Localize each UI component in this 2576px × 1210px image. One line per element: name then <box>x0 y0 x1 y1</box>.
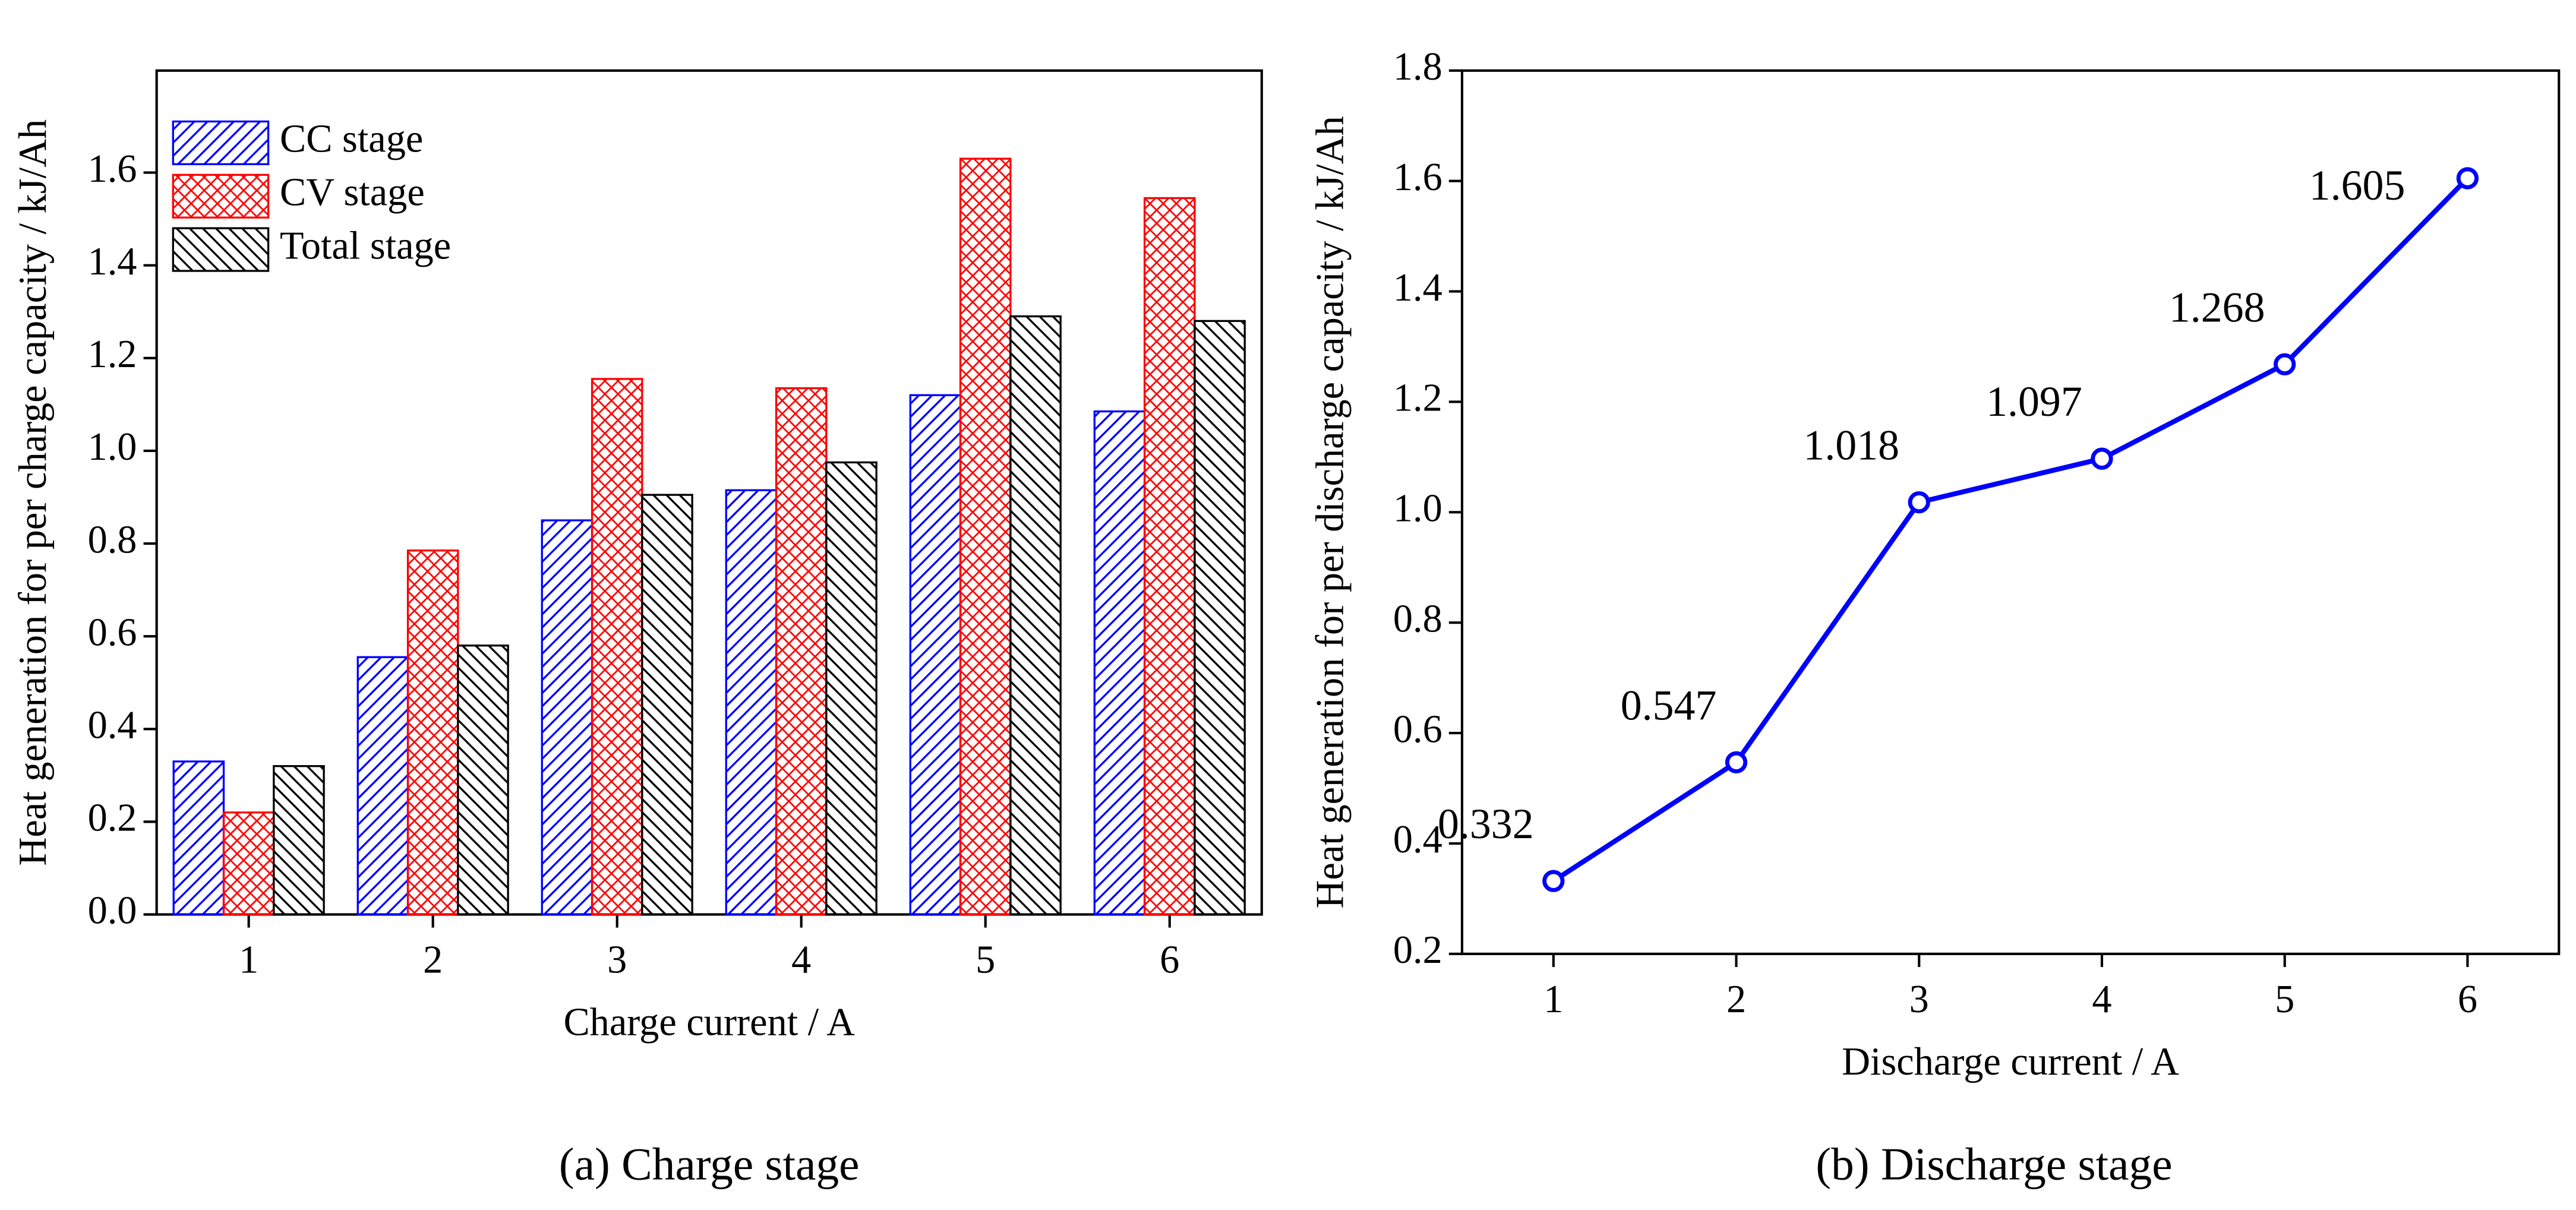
marker <box>1908 491 1930 514</box>
y-tick-label: 0.2 <box>1393 928 1442 972</box>
y-tick-label: 0.4 <box>1393 818 1442 861</box>
y-tick-label: 0.4 <box>88 703 137 747</box>
legend-label: CC stage <box>280 118 423 161</box>
x-tick-label: 5 <box>2275 978 2294 1021</box>
marker <box>1725 751 1748 773</box>
y-tick-label: 0.6 <box>88 611 137 654</box>
bar <box>172 760 225 916</box>
x-tick-label: 6 <box>2458 978 2477 1021</box>
x-tick-label: 4 <box>791 939 811 982</box>
marker <box>2456 167 2479 189</box>
y-tick-label: 0.2 <box>88 797 137 840</box>
data-label: 1.268 <box>2169 283 2265 331</box>
data-label: 1.097 <box>1986 378 2082 425</box>
x-tick-label: 2 <box>423 939 443 982</box>
y-tick-label: 1.2 <box>1393 377 1442 420</box>
bar <box>591 378 643 916</box>
y-axis-label: Heat generation for per discharge capaci… <box>1309 116 1352 908</box>
bar <box>825 461 877 916</box>
y-tick-label: 1.6 <box>1393 156 1442 199</box>
bar <box>909 394 962 916</box>
bar <box>1093 410 1146 916</box>
y-tick-label: 0.0 <box>88 889 137 933</box>
bar <box>356 656 409 916</box>
marker <box>2274 353 2296 375</box>
x-axis-label: Charge current / A <box>563 1001 855 1044</box>
caption: (b) Discharge stage <box>1816 1139 2172 1190</box>
bar <box>641 494 693 916</box>
x-tick-label: 5 <box>976 939 995 982</box>
bar <box>959 157 1012 916</box>
marker <box>2091 447 2113 470</box>
x-tick-label: 1 <box>1543 978 1563 1021</box>
bar <box>725 489 778 916</box>
x-tick-label: 3 <box>607 939 627 982</box>
data-label: 0.332 <box>1438 800 1534 848</box>
marker <box>1542 870 1565 892</box>
y-tick-label: 0.8 <box>1393 597 1442 640</box>
bar <box>1143 197 1196 916</box>
legend-swatch <box>172 173 270 219</box>
x-tick-label: 1 <box>239 939 258 982</box>
y-tick-label: 1.2 <box>88 333 137 376</box>
legend-label: CV stage <box>280 171 425 214</box>
y-tick-label: 0.8 <box>88 518 137 561</box>
caption: (a) Charge stage <box>559 1139 860 1190</box>
x-tick-label: 2 <box>1726 978 1746 1021</box>
bar <box>775 387 828 916</box>
x-axis-label: Discharge current / A <box>1842 1040 2179 1083</box>
plot-area <box>155 69 1263 916</box>
data-label: 1.605 <box>2309 162 2405 209</box>
legend-label: Total stage <box>280 224 451 267</box>
x-tick-label: 3 <box>1909 978 1929 1021</box>
y-tick-label: 1.4 <box>1393 266 1442 309</box>
x-tick-label: 4 <box>2092 978 2111 1021</box>
data-label: 1.018 <box>1803 422 1899 469</box>
data-label: 0.547 <box>1621 681 1717 729</box>
x-tick-label: 6 <box>1160 939 1179 982</box>
bar <box>457 645 509 916</box>
y-tick-label: 1.8 <box>1393 45 1442 89</box>
y-axis-label: Heat generation for per charge capacity … <box>11 119 55 866</box>
bar <box>1194 320 1246 916</box>
bar <box>1009 315 1062 916</box>
bar <box>406 549 459 916</box>
bar <box>222 811 275 916</box>
legend-swatch <box>172 120 270 166</box>
y-tick-label: 1.0 <box>88 425 137 469</box>
bar <box>541 519 594 916</box>
bar <box>273 765 325 916</box>
y-tick-label: 1.4 <box>88 240 137 283</box>
y-tick-label: 1.0 <box>1393 487 1442 530</box>
legend-swatch <box>172 227 270 272</box>
y-tick-label: 1.6 <box>88 147 137 191</box>
line <box>1552 176 2470 883</box>
y-tick-label: 0.6 <box>1393 707 1442 751</box>
